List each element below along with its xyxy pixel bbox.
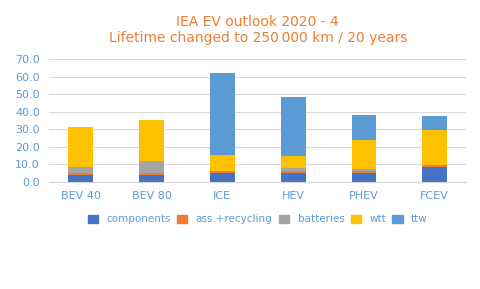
Bar [210, 171, 234, 173]
Bar [351, 171, 375, 173]
Bar [68, 173, 93, 175]
Bar [421, 116, 446, 130]
Bar [139, 175, 164, 181]
Bar [68, 127, 93, 167]
Bar [280, 168, 305, 171]
Bar [139, 173, 164, 175]
Bar [139, 161, 164, 173]
Bar [351, 140, 375, 169]
Bar [280, 97, 305, 156]
Bar [280, 173, 305, 181]
Title: IEA EV outlook 2020 - 4
Lifetime changed to 250 000 km / 20 years: IEA EV outlook 2020 - 4 Lifetime changed… [108, 15, 406, 45]
Bar [280, 171, 305, 173]
Bar [68, 175, 93, 181]
Bar [139, 121, 164, 161]
Bar [68, 167, 93, 173]
Bar [351, 169, 375, 171]
Bar [210, 173, 234, 181]
Legend: components, ass.+recycling, batteries, wtt, ttw: components, ass.+recycling, batteries, w… [83, 210, 431, 229]
Bar [351, 115, 375, 140]
Bar [210, 73, 234, 155]
Bar [421, 130, 446, 165]
Bar [421, 167, 446, 181]
Bar [280, 156, 305, 168]
Bar [210, 155, 234, 171]
Bar [421, 165, 446, 167]
Bar [351, 173, 375, 181]
